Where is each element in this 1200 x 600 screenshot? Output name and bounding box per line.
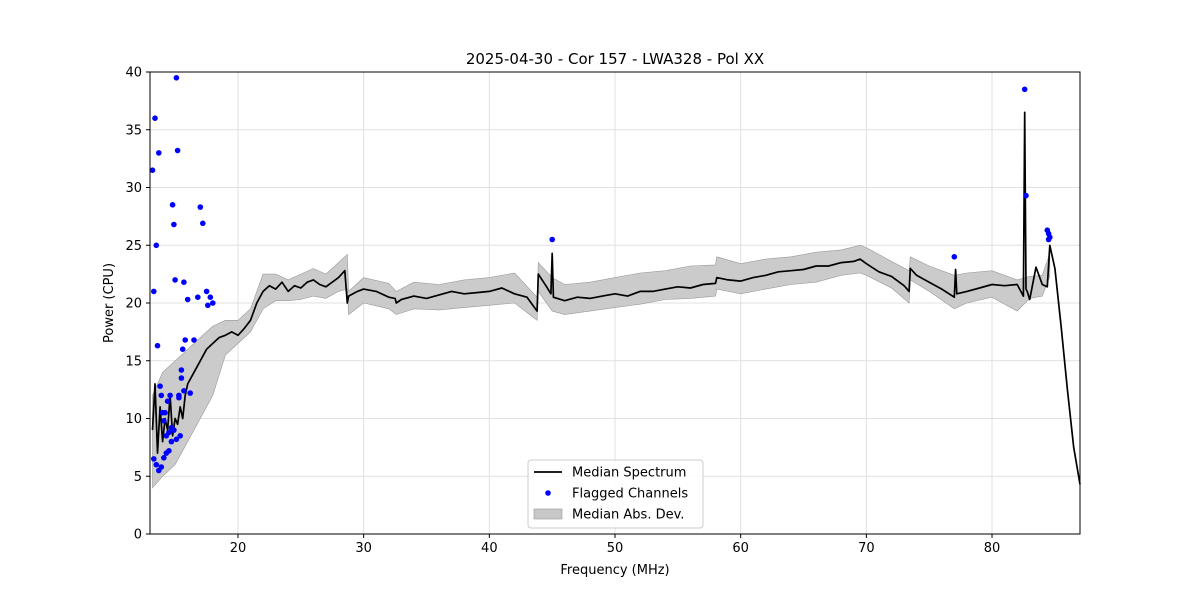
flagged-channel-point — [154, 342, 161, 349]
flagged-channel-point — [176, 394, 182, 401]
flagged-channel-point — [149, 167, 156, 173]
flagged-channel-point — [153, 461, 160, 468]
flagged-channel-point — [151, 456, 157, 462]
flagged-channel-point — [549, 236, 555, 243]
flagged-channel-point — [195, 294, 201, 301]
mad-band-layer — [152, 244, 1051, 489]
flagged-channel-point — [158, 464, 165, 470]
chart-title: 2025-04-30 - Cor 157 - LWA328 - Pol XX — [466, 50, 764, 68]
flagged-channel-point — [1023, 192, 1029, 199]
y-tick-label: 5 — [134, 470, 142, 485]
x-tick-label: 40 — [481, 541, 498, 556]
flagged-channel-point — [174, 147, 181, 154]
y-tick-label: 10 — [125, 412, 142, 427]
flagged-channel-point — [166, 448, 172, 454]
median-spectrum-line — [151, 111, 1081, 485]
x-tick-label: 80 — [984, 541, 1001, 556]
flagged-channel-point — [171, 221, 177, 228]
median-line-layer — [151, 111, 1081, 485]
x-tick-label: 30 — [355, 541, 372, 556]
y-tick-label: 30 — [125, 181, 142, 196]
legend: Median Spectrum Flagged Channels Median Ab… — [527, 459, 704, 529]
x-axis-label: Frequency (MHz) — [560, 563, 669, 578]
legend-label: Median Spectrum — [572, 466, 686, 481]
flagged-channel-point — [182, 337, 188, 343]
legend-label: Median Abs. Dev. — [572, 508, 684, 523]
x-tick-label: 70 — [858, 541, 875, 556]
y-axis-label: Power (CPU) — [102, 263, 117, 343]
flagged-channel-point — [166, 429, 172, 436]
y-tick-label: 0 — [134, 528, 142, 543]
flagged-channel-point — [210, 300, 216, 306]
flagged-channel-point — [1045, 236, 1052, 243]
flagged-channel-point — [951, 253, 958, 260]
flagged-channel-point — [197, 204, 204, 210]
flagged-channel-point — [164, 398, 171, 405]
flagged-channel-point — [171, 427, 177, 433]
flagged-channel-point — [178, 375, 185, 381]
flagged-channel-point — [167, 392, 173, 399]
flagged-channel-point — [191, 337, 197, 343]
flagged-channel-point — [153, 242, 160, 249]
flagged-channel-point — [162, 409, 168, 416]
y-tick-label: 25 — [125, 239, 142, 254]
flagged-channel-point — [184, 296, 191, 303]
flagged-channel-point — [151, 288, 157, 295]
flagged-channel-point — [161, 418, 167, 424]
flagged-channel-point — [181, 279, 187, 286]
flagged-channel-point — [178, 367, 185, 373]
ticks: 20 30 40 50 60 70 80 0 5 10 15 20 25 30 35 40 — [125, 66, 1000, 557]
y-tick-label: 20 — [125, 297, 142, 312]
y-tick-label: 40 — [125, 66, 142, 81]
x-tick-label: 60 — [732, 541, 749, 556]
flagged-channel-point — [173, 75, 180, 81]
flagged-channel-point — [168, 438, 175, 445]
flagged-channel-point — [157, 383, 163, 390]
flagged-channel-point — [187, 390, 193, 396]
flagged-channel-point — [156, 150, 162, 156]
flagged-channel-point — [172, 277, 178, 283]
flagged-channel-point — [173, 436, 180, 443]
flagged-channel-point — [205, 302, 211, 309]
flagged-channel-point — [200, 220, 206, 227]
flagged-channel-point — [181, 388, 187, 394]
flagged-channel-point — [158, 392, 165, 399]
flagged-channel-point — [179, 346, 186, 353]
legend-box — [527, 459, 704, 529]
legend-band-swatch — [533, 508, 563, 520]
mad-band — [152, 244, 1051, 489]
flagged-points-layer — [149, 75, 1053, 474]
y-tick-label: 15 — [125, 354, 142, 369]
flagged-channel-point — [1021, 86, 1028, 93]
flagged-channel-point — [177, 433, 183, 439]
legend-label: Flagged Channels — [572, 487, 688, 502]
x-tick-label: 20 — [230, 541, 247, 556]
y-tick-label: 35 — [125, 123, 142, 138]
x-tick-label: 50 — [607, 541, 624, 556]
flagged-channel-point — [152, 115, 158, 121]
flagged-channel-point — [203, 288, 210, 295]
legend-point-swatch — [545, 490, 551, 496]
flagged-channel-point — [207, 294, 214, 301]
flagged-channel-point — [161, 455, 167, 461]
flagged-channel-point — [169, 202, 176, 208]
